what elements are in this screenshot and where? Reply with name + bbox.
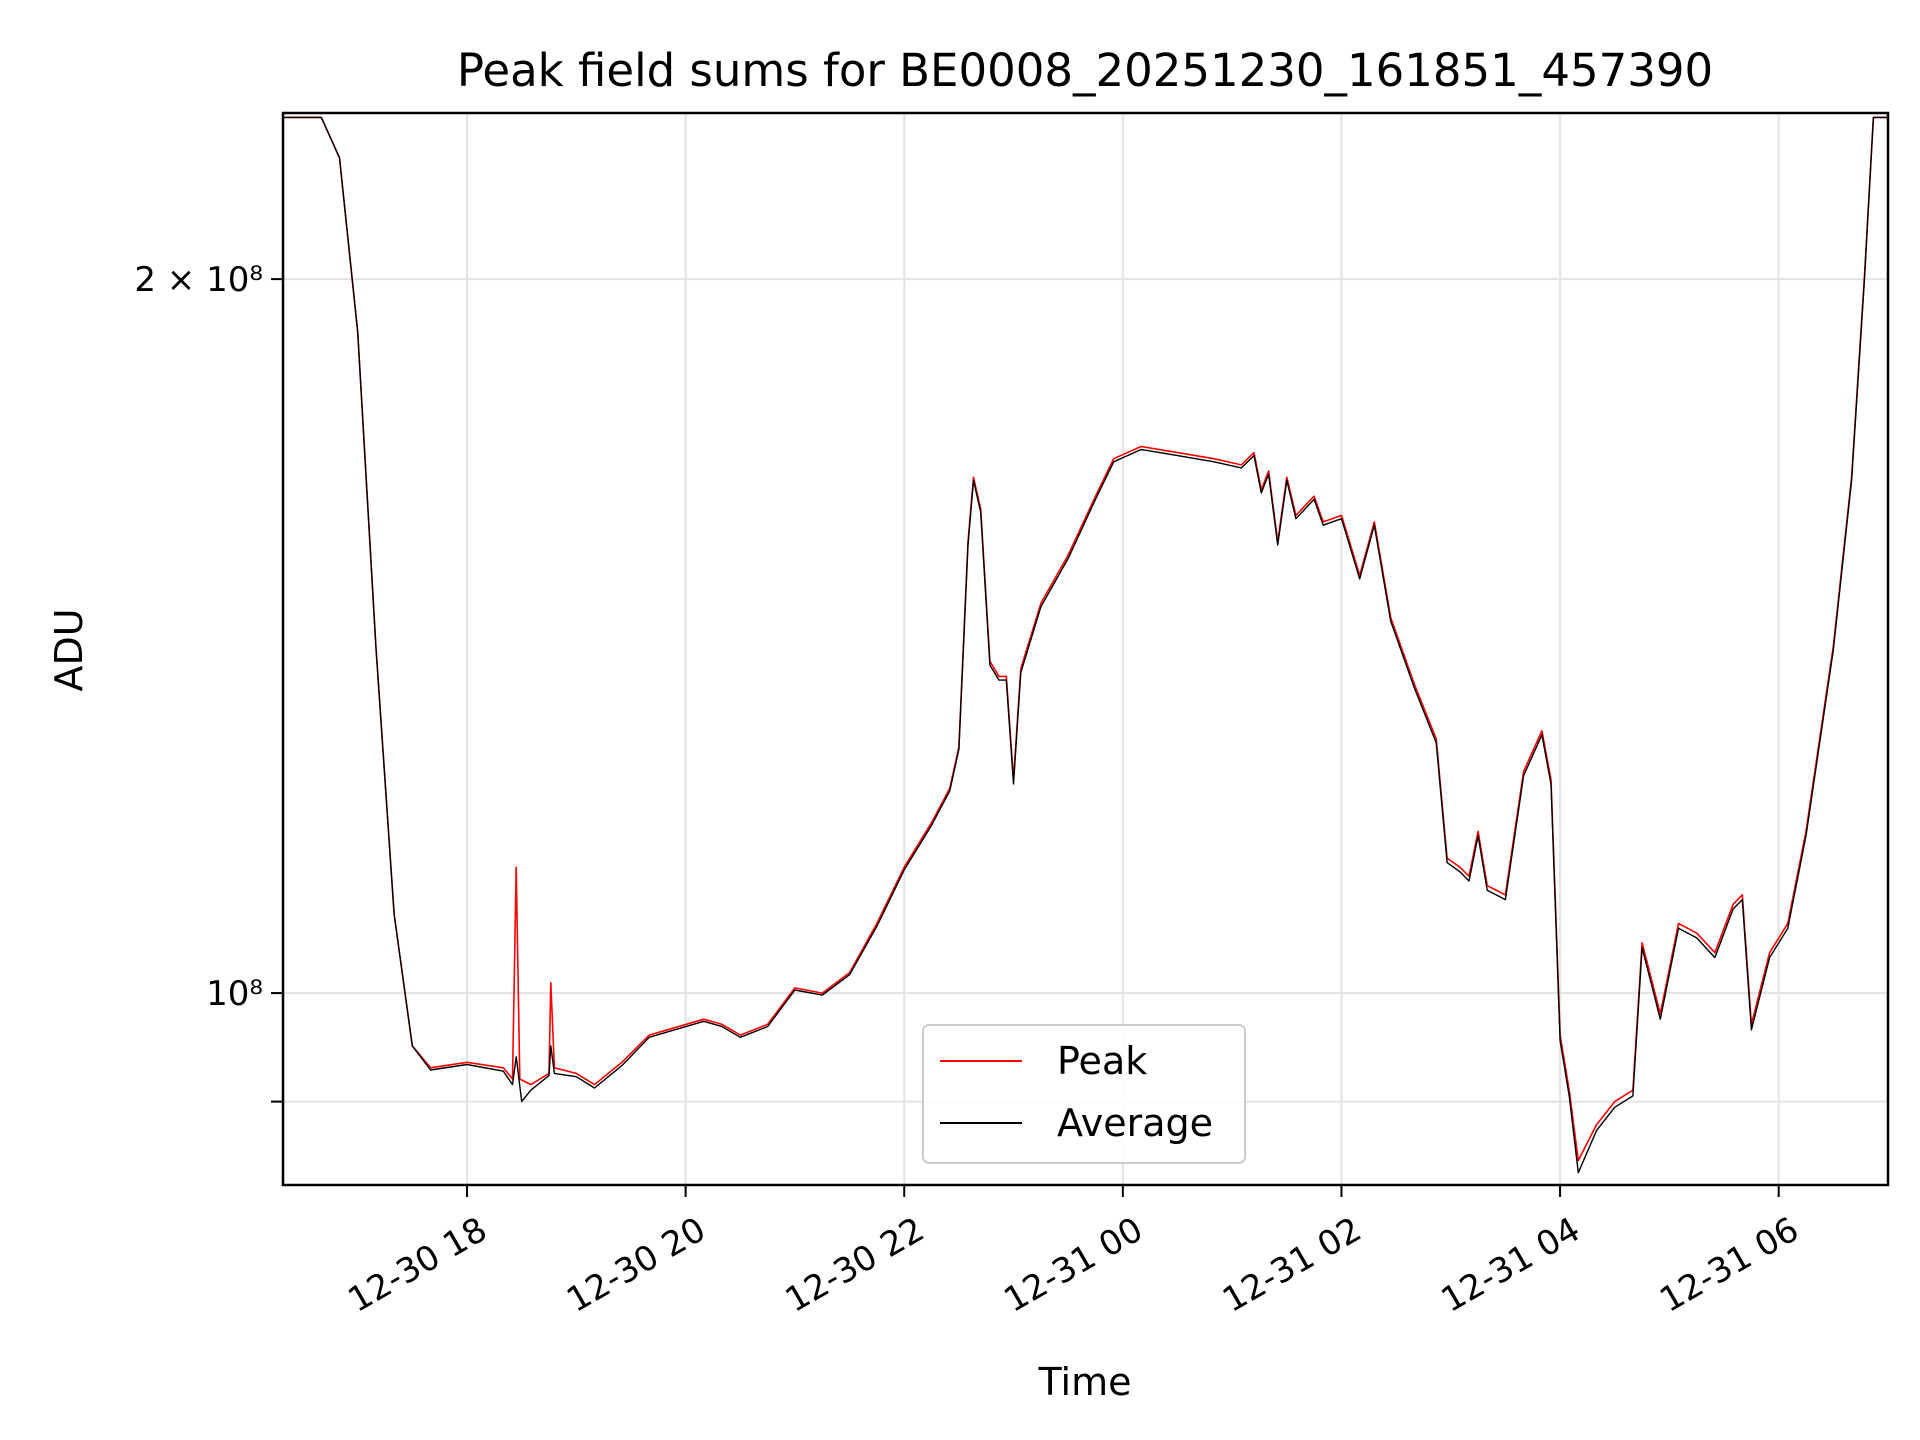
legend-label-peak: Peak [1057,1039,1147,1083]
plot-frame [281,111,1890,1187]
x-axis-label: Time [1038,1360,1132,1404]
legend-box [922,1024,1246,1164]
legend: Peak Average [922,1024,1246,1164]
x-tick-label-12-30-18: 12-30 18 [342,1210,494,1321]
series-line-average [283,116,1888,1174]
x-tick-label-12-30-20: 12-30 20 [560,1210,712,1321]
y-tick-label-10: 10⁸ [206,974,263,1014]
plot-lines [283,116,1888,1174]
y-tick-label-2-10: 2 × 10⁸ [134,260,263,300]
series-line-peak [283,116,1888,1162]
x-tick-label-12-31-04: 12-31 04 [1435,1210,1587,1321]
x-tick-label-12-31-02: 12-31 02 [1216,1210,1368,1321]
y-axis-label: ADU [47,608,91,691]
y-axis: 2 × 10⁸ 10⁸ [134,260,283,1103]
x-tick-label-12-30-22: 12-30 22 [779,1210,931,1321]
x-tick-label-12-31-00: 12-31 00 [997,1210,1149,1321]
chart-title: Peak field sums for BE0008_20251230_1618… [457,44,1713,97]
x-tick-label-12-31-06: 12-31 06 [1653,1210,1805,1321]
grid [283,113,1888,1185]
x-axis: 12-30 18 12-30 20 12-30 22 12-31 00 12-31 02… [342,1185,1806,1321]
legend-label-average: Average [1057,1101,1213,1145]
